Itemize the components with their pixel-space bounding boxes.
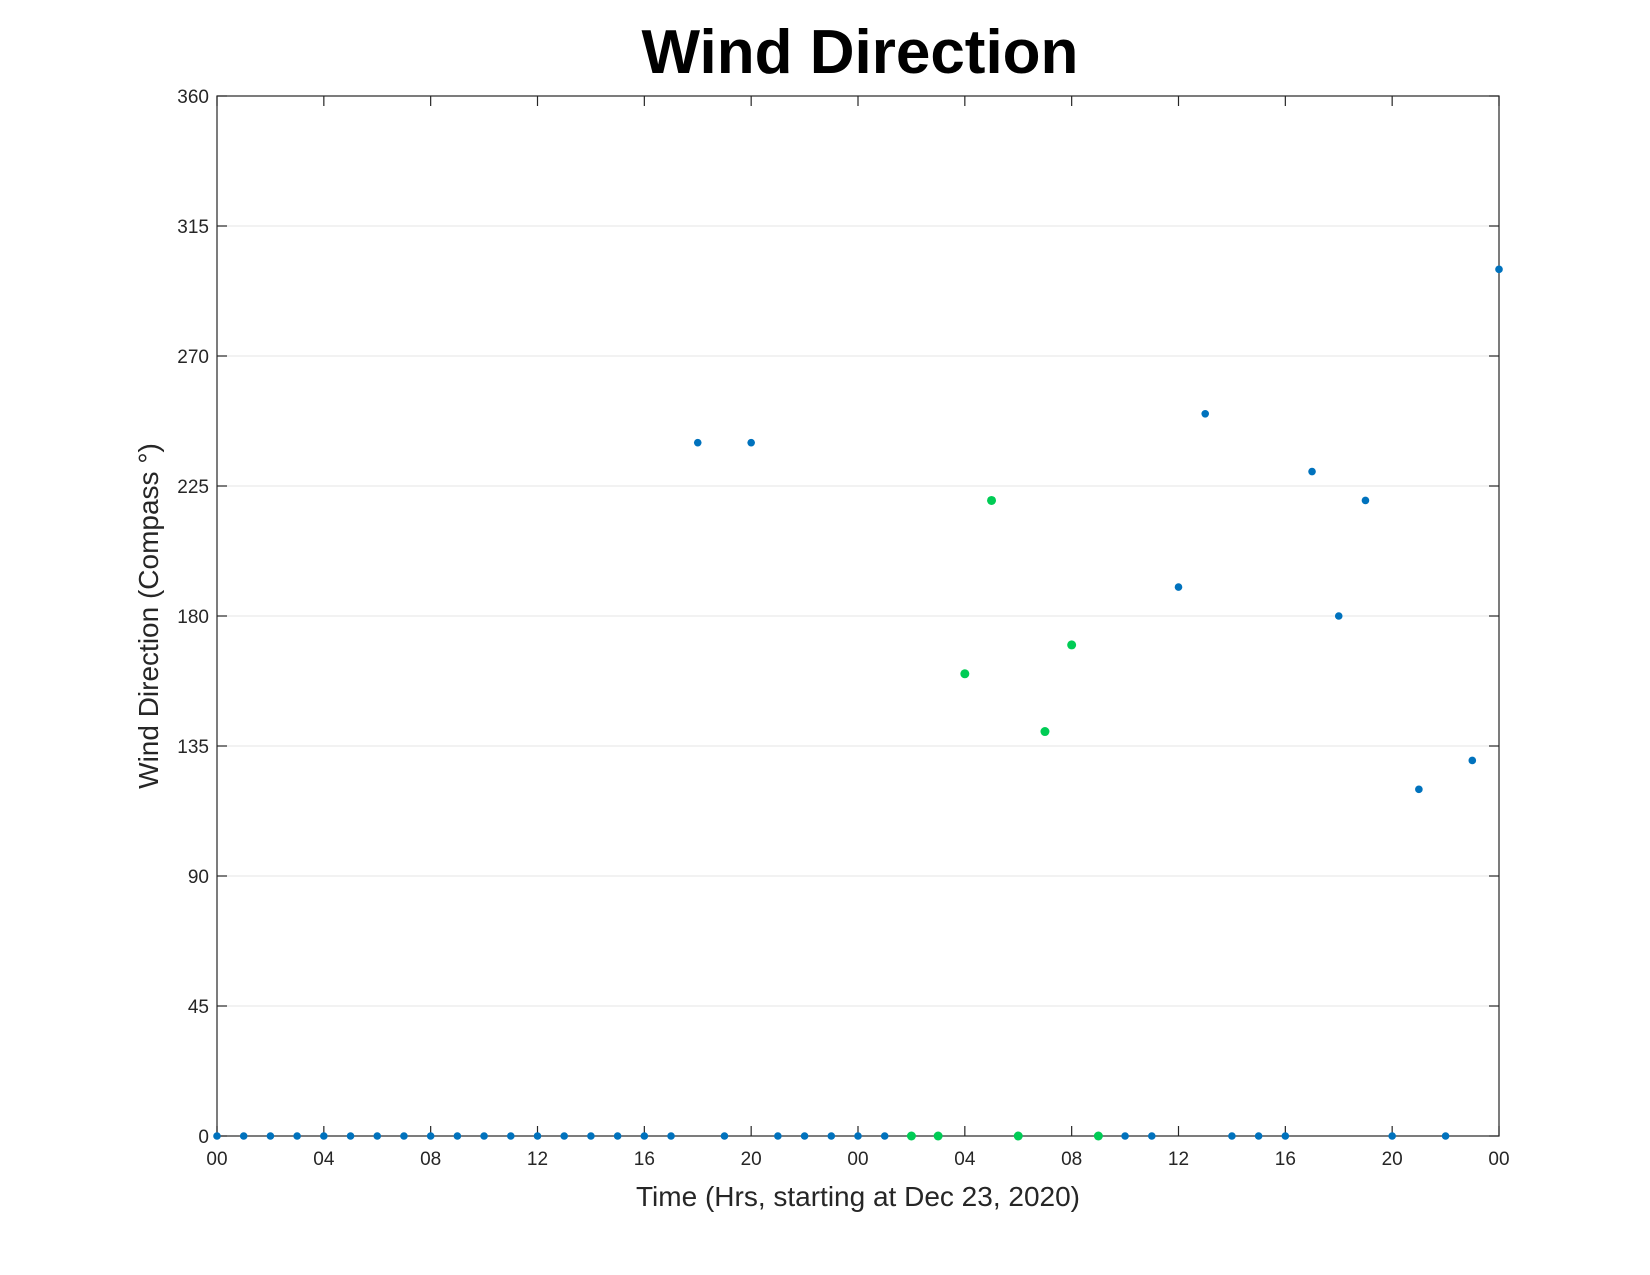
- data-point: [1040, 727, 1050, 737]
- data-point: [906, 1131, 916, 1141]
- data-point: [506, 1132, 515, 1140]
- data-point: [239, 1132, 248, 1140]
- x-tick-label: 12: [1168, 1149, 1189, 1170]
- x-axis-label: Time (Hrs, starting at Dec 23, 2020): [636, 1181, 1080, 1212]
- data-point: [293, 1132, 301, 1140]
- data-point: [400, 1132, 408, 1140]
- x-tick-label: 08: [420, 1149, 441, 1170]
- data-point: [480, 1132, 488, 1140]
- y-tick-label: 135: [177, 737, 209, 758]
- data-point: [1093, 1131, 1103, 1141]
- data-point: [1174, 583, 1183, 591]
- data-point: [587, 1132, 595, 1140]
- y-tick-labels: 0 45 90 135 180 225 270 315 360: [177, 87, 209, 1148]
- data-point: [320, 1132, 328, 1140]
- y-tick-label: 45: [188, 997, 209, 1018]
- x-tick-label: 00: [206, 1149, 227, 1170]
- data-point: [800, 1132, 809, 1140]
- data-point: [640, 1132, 649, 1140]
- x-tick-label: 16: [1275, 1149, 1296, 1170]
- data-points: [213, 265, 1503, 1141]
- data-point: [667, 1132, 675, 1140]
- data-point: [613, 1132, 622, 1140]
- data-point: [720, 1132, 729, 1140]
- data-point: [560, 1132, 569, 1140]
- data-point: [1334, 612, 1343, 620]
- y-tick-label: 360: [177, 87, 209, 108]
- data-point: [1067, 640, 1077, 650]
- y-tick-label: 90: [188, 867, 209, 888]
- data-point: [373, 1132, 382, 1140]
- data-point: [1388, 1132, 1396, 1140]
- y-tick-label: 0: [198, 1127, 209, 1148]
- data-point: [1254, 1132, 1263, 1140]
- data-point: [987, 495, 997, 505]
- data-point: [1147, 1132, 1156, 1140]
- y-tick-label: 270: [177, 347, 209, 368]
- data-point: [880, 1132, 889, 1140]
- data-point: [827, 1132, 836, 1140]
- data-point: [213, 1132, 221, 1140]
- y-tick-label: 315: [177, 217, 209, 238]
- data-point: [1361, 496, 1370, 505]
- x-tick-label: 20: [1382, 1149, 1403, 1170]
- data-point: [933, 1131, 943, 1141]
- x-tick-label: 00: [847, 1149, 868, 1170]
- x-tick-label: 04: [954, 1149, 976, 1170]
- data-point: [1441, 1132, 1450, 1140]
- data-point: [747, 438, 755, 447]
- y-tick-label: 225: [177, 477, 209, 498]
- x-tick-label: 20: [741, 1149, 762, 1170]
- data-point: [1308, 467, 1316, 476]
- grid-lines: [217, 225, 1499, 1007]
- data-point: [1495, 265, 1503, 274]
- x-tick-label: 12: [527, 1149, 548, 1170]
- data-point: [1281, 1132, 1290, 1140]
- data-point: [1201, 409, 1210, 418]
- data-point: [960, 669, 970, 679]
- data-point: [533, 1132, 542, 1140]
- x-tick-label: 04: [313, 1149, 335, 1170]
- chart-title: Wind Direction: [642, 18, 1079, 87]
- data-point: [426, 1132, 435, 1140]
- y-tick-label: 180: [177, 607, 209, 628]
- data-point: [854, 1132, 862, 1140]
- x-tick-label: 08: [1061, 1149, 1082, 1170]
- x-tick-label: 00: [1488, 1149, 1509, 1170]
- data-point: [1228, 1132, 1236, 1140]
- data-point: [693, 438, 702, 447]
- data-point: [1415, 785, 1423, 794]
- data-point: [266, 1132, 275, 1140]
- data-point: [1013, 1131, 1023, 1141]
- data-point: [1468, 756, 1477, 765]
- data-point: [346, 1132, 355, 1140]
- y-axis-label: Wind Direction (Compass °): [133, 443, 164, 789]
- data-point: [453, 1132, 462, 1140]
- data-point: [774, 1132, 782, 1140]
- x-tick-labels: 00 04 08 12 16 20 00 04 08 12 16 20 00: [206, 1149, 1509, 1170]
- data-point: [1121, 1132, 1129, 1140]
- x-tick-label: 16: [634, 1149, 655, 1170]
